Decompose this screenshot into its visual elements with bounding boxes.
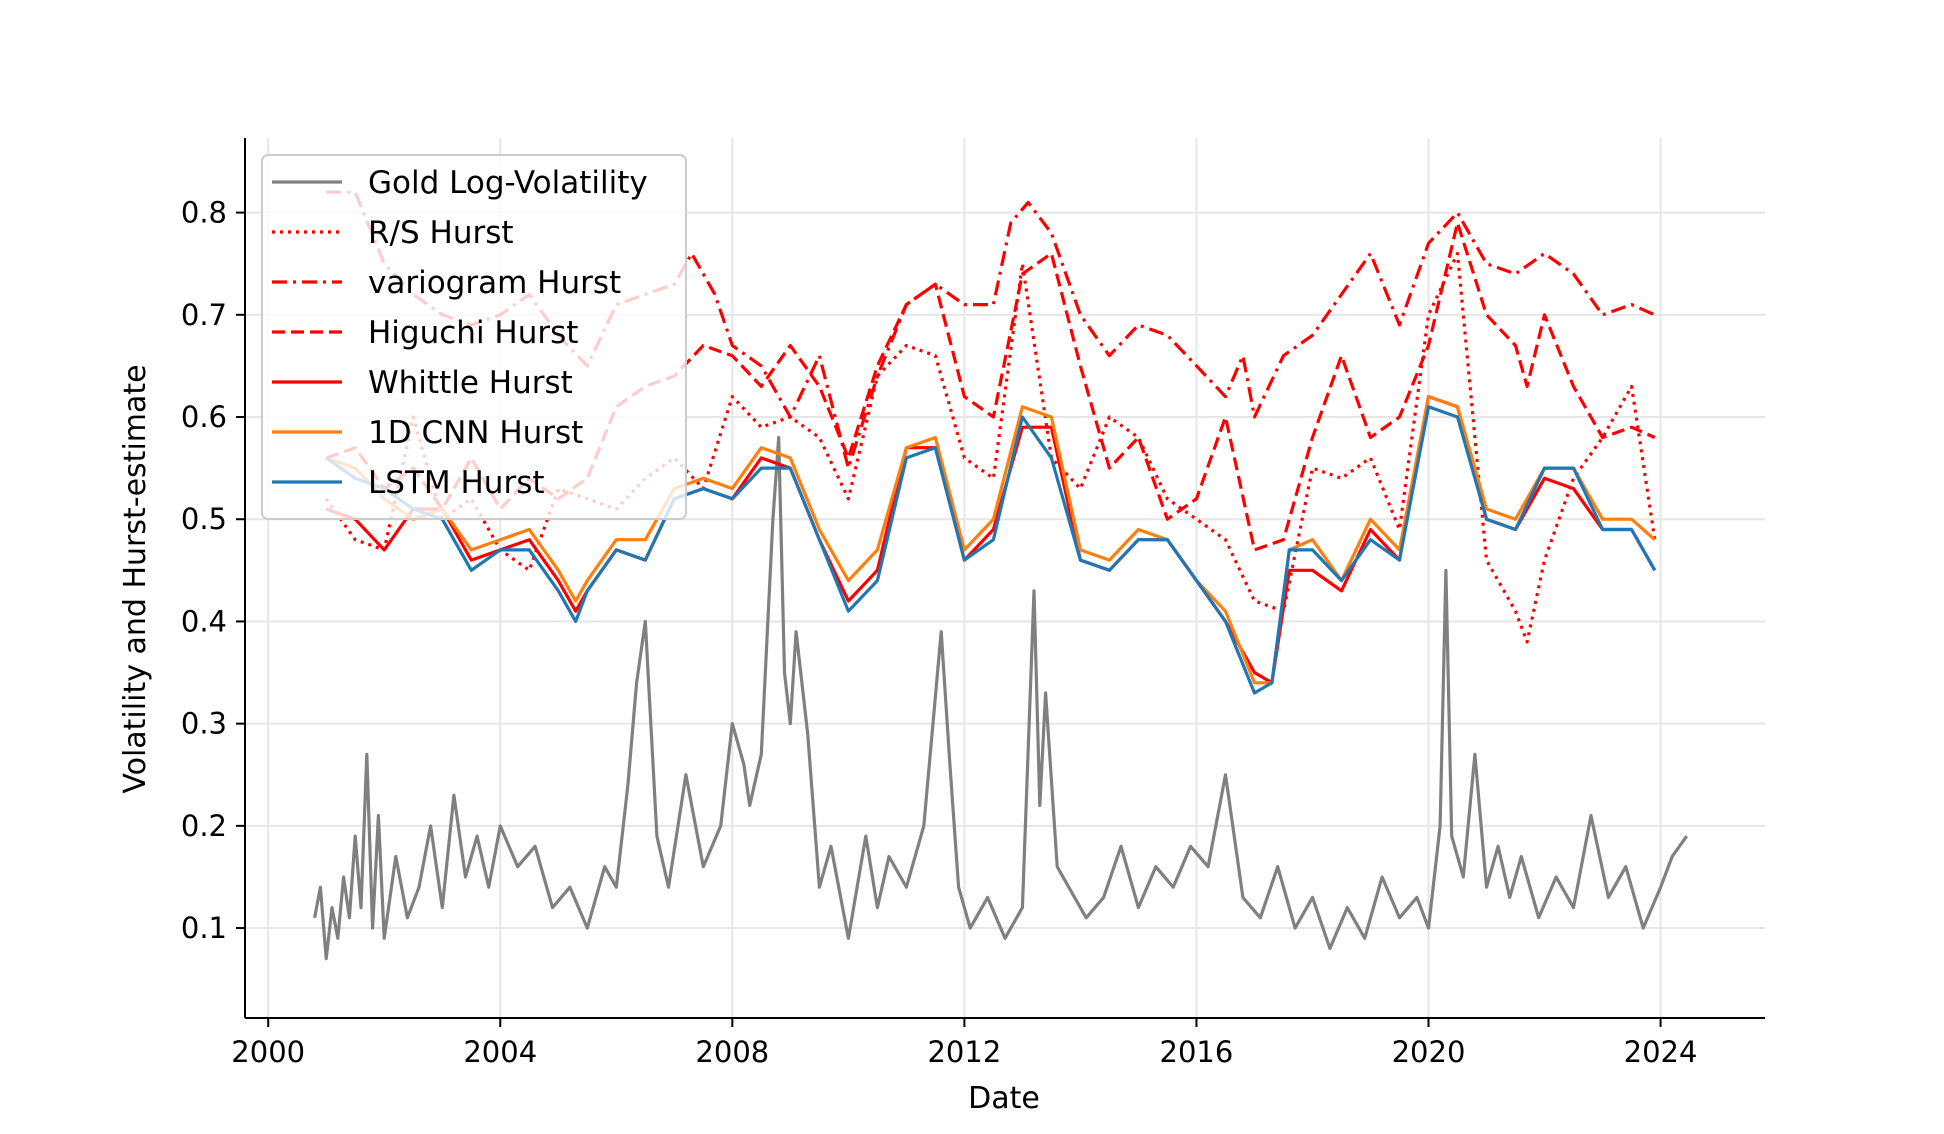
x-tick-label: 2008 xyxy=(695,1035,769,1069)
grid xyxy=(245,138,1765,1018)
series-line-1d-cnn-hurst xyxy=(325,395,1656,685)
axes xyxy=(236,138,1765,1027)
y-tick-label: 0.2 xyxy=(181,809,227,843)
y-tick-label: 0.5 xyxy=(181,502,227,536)
series-line-lstm-hurst xyxy=(325,405,1657,695)
y-tick-label: 0.4 xyxy=(181,604,227,638)
series-line-r-s-hurst xyxy=(324,251,1657,644)
legend: Gold Log-Volatility R/S Hurst variogram Hu… xyxy=(261,154,687,520)
y-tick-label: 0.1 xyxy=(181,911,227,945)
x-axis-title: Date xyxy=(968,1081,1040,1116)
series-lines xyxy=(313,190,1689,961)
legend-label-higuchi-hurst: Higuchi Hurst xyxy=(368,315,578,351)
legend-box xyxy=(261,154,687,520)
series-line-higuchi-hurst xyxy=(325,221,1656,552)
legend-label-lstm-hurst: LSTM Hurst xyxy=(368,465,545,501)
x-tick-label: 2024 xyxy=(1624,1035,1698,1069)
series-line-gold-log-volatility xyxy=(313,435,1689,961)
y-tick-label: 0.8 xyxy=(181,196,227,230)
legend-label-variogram-hurst: variogram Hurst xyxy=(368,265,621,301)
x-tick-label: 2020 xyxy=(1392,1035,1466,1069)
y-tick-label: 0.3 xyxy=(181,707,227,741)
y-tick-label: 0.7 xyxy=(181,298,227,332)
y-tick-label: 0.6 xyxy=(181,400,227,434)
x-tick-label: 2012 xyxy=(927,1035,1001,1069)
legend-label-r-s-hurst: R/S Hurst xyxy=(368,215,514,251)
x-tick-label: 2004 xyxy=(463,1035,537,1069)
legend-label-1d-cnn-hurst: 1D CNN Hurst xyxy=(368,415,583,451)
legend-label-whittle-hurst: Whittle Hurst xyxy=(368,365,573,401)
x-tick-label: 2000 xyxy=(231,1035,305,1069)
tick-labels: 2000 2004 2008 2012 2016 2020 2024 0.1 0.2 0.3 0.4… xyxy=(181,196,1698,1069)
x-tick-label: 2016 xyxy=(1160,1035,1234,1069)
y-axis-title: Volatility and Hurst-estimate xyxy=(118,364,153,793)
legend-label-gold-log-volatility: Gold Log-Volatility xyxy=(368,165,648,201)
